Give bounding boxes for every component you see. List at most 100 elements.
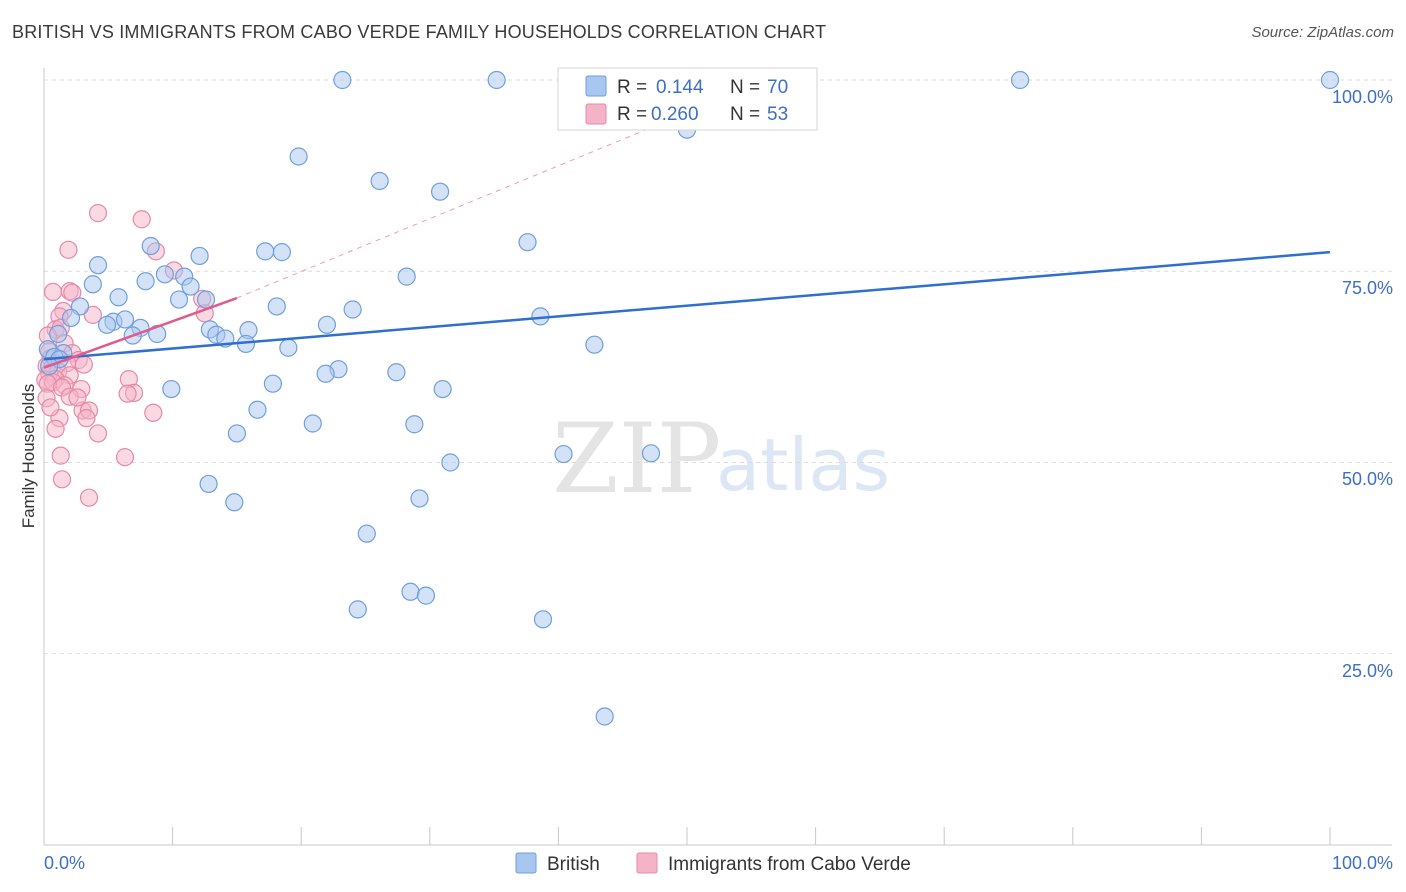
british-point-32 <box>317 315 337 334</box>
british-point-58 <box>227 424 246 443</box>
y-tick-label-50: 50.0% <box>1342 469 1393 489</box>
bottom-legend-swatch-cabo <box>636 852 658 874</box>
british-points <box>38 70 1340 726</box>
legend-swatch-british <box>585 75 607 97</box>
british-point-67 <box>416 586 436 605</box>
british-point-14 <box>88 256 108 275</box>
british-point-53 <box>433 379 452 399</box>
cabo-verde-point-51 <box>41 398 60 417</box>
british-point-19 <box>83 275 102 294</box>
british-point-54 <box>162 379 181 399</box>
british-point-18 <box>136 272 155 291</box>
legend-r-label-cabo: R = <box>617 104 647 125</box>
legend-n-value-british: 70 <box>767 77 788 98</box>
british-point-62 <box>199 474 218 494</box>
trend-lines <box>43 112 1331 369</box>
british-point-20 <box>181 277 200 296</box>
british-point-57 <box>405 415 424 434</box>
british-point-6 <box>289 147 308 166</box>
y-axis-label: Family Households <box>19 384 38 529</box>
british-point-68 <box>348 600 367 619</box>
legend-r-label-british: R = <box>617 77 647 98</box>
bottom-legend-swatch-british <box>515 852 537 874</box>
legend-swatch-cabo <box>585 103 607 125</box>
cabo-verde-point-5 <box>43 282 63 302</box>
british-point-51 <box>387 363 406 382</box>
cabo-verde-point-43 <box>77 409 96 428</box>
british-point-21 <box>109 288 128 307</box>
british-point-0 <box>333 70 352 90</box>
legend-n-label-cabo: N = <box>730 104 760 125</box>
bottom-legend-cabo: Immigrants from Cabo Verde <box>668 854 911 875</box>
british-point-30 <box>115 310 135 329</box>
cabo-verde-point-47 <box>115 448 135 467</box>
bottom-legend: British Immigrants from Cabo Verde <box>515 852 911 875</box>
british-point-13 <box>190 246 209 266</box>
british-point-56 <box>303 414 322 433</box>
cabo-verde-point-50 <box>79 488 99 507</box>
cabo-verde-point-46 <box>88 424 108 443</box>
british-point-7 <box>370 171 389 191</box>
chart-title: BRITISH VS IMMIGRANTS FROM CABO VERDE FA… <box>12 22 827 42</box>
legend-r-value-british: 0.144 <box>656 77 704 98</box>
watermark-atlas: atlas <box>716 423 890 507</box>
british-point-61 <box>441 453 460 472</box>
cabo-verde-point-10 <box>83 305 102 324</box>
british-point-15 <box>397 267 416 286</box>
cabo-verde-point-37 <box>118 384 137 403</box>
british-point-4 <box>1320 70 1340 90</box>
british-point-8 <box>430 182 450 201</box>
british-point-23 <box>196 290 216 309</box>
british-point-42 <box>585 335 604 354</box>
legend-r-value-cabo: 0.260 <box>651 104 699 125</box>
british-point-64 <box>225 493 244 512</box>
cabo-verde-point-0 <box>88 204 108 223</box>
british-point-11 <box>256 242 275 261</box>
british-point-60 <box>641 444 661 463</box>
cabo-verde-point-45 <box>46 419 65 438</box>
british-point-65 <box>357 524 376 543</box>
british-point-10 <box>141 236 160 256</box>
gridlines <box>44 79 1392 655</box>
x-tick-label-max: 100.0% <box>1332 853 1393 873</box>
cabo-verde-point-49 <box>52 470 72 489</box>
british-point-22 <box>169 290 189 309</box>
cabo-verde-point-42 <box>144 403 163 422</box>
cabo-verde-point-52 <box>68 388 87 407</box>
british-point-52 <box>263 374 283 393</box>
british-point-69 <box>533 610 553 629</box>
british-point-55 <box>248 400 267 419</box>
bottom-legend-british: British <box>547 854 600 875</box>
british-point-63 <box>410 489 429 508</box>
cabo-verde-point-7 <box>63 283 82 302</box>
british-point-9 <box>518 233 537 252</box>
watermark-zip: ZIP <box>552 403 721 515</box>
y-tick-label-100: 100.0% <box>1332 87 1393 107</box>
y-tick-label-75: 75.0% <box>1342 278 1393 298</box>
cabo-verde-point-2 <box>59 240 78 259</box>
british-point-12 <box>272 243 292 262</box>
x-axis-ticks <box>43 827 1331 845</box>
british-point-70 <box>595 707 614 726</box>
top-legend: R = 0.144 N = 70 R = 0.260 N = 53 <box>557 67 818 131</box>
british-point-16 <box>155 265 174 284</box>
british-point-31 <box>97 315 117 334</box>
british-point-1 <box>487 70 506 90</box>
british-point-59 <box>554 444 573 464</box>
legend-n-value-cabo: 53 <box>767 104 788 125</box>
british-point-43 <box>279 338 298 357</box>
cabo-verde-trend-line <box>43 296 238 369</box>
british-point-3 <box>1010 70 1030 90</box>
british-point-29 <box>61 308 81 328</box>
cabo-verde-point-23 <box>74 355 93 374</box>
cabo-verde-point-1 <box>132 210 151 229</box>
british-point-37 <box>49 324 68 344</box>
x-tick-label-min: 0.0% <box>44 853 85 873</box>
y-tick-label-25: 25.0% <box>1342 661 1393 681</box>
british-trend-line <box>43 250 1331 361</box>
legend-n-label-british: N = <box>730 77 760 98</box>
british-point-26 <box>343 300 362 319</box>
cabo-verde-trend-extension <box>236 112 688 299</box>
british-point-50 <box>316 364 335 383</box>
